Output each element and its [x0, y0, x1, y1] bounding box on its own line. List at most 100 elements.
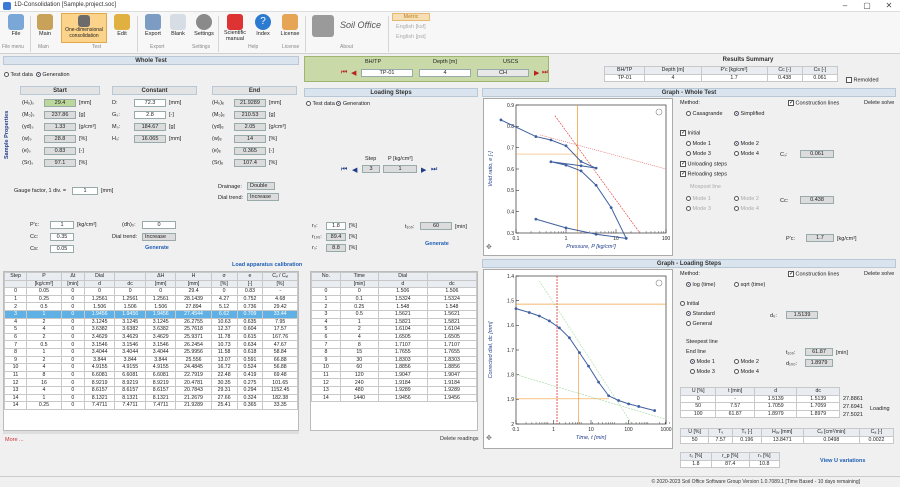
export-button[interactable]: Export [140, 13, 166, 43]
table-cell[interactable]: 1 [26, 309, 62, 319]
table-cell[interactable]: 0 [339, 287, 379, 296]
table-cell[interactable]: 12 [311, 378, 341, 387]
table-cell[interactable]: 0 [60, 294, 85, 304]
g1-mospost-mode[interactable]: Mode 4 [734, 206, 759, 212]
table-row[interactable]: 13 480 1.9289 1.9289 [311, 385, 477, 395]
graph2-plot[interactable]: 0.1 1 10 100 1000 2 1.9 1.8 1.7 1.6 1.5 1.4 Time, t … [483, 269, 682, 449]
prev-sample-icon[interactable]: ◀ [351, 70, 357, 77]
radio-icon[interactable] [686, 141, 691, 147]
table-row[interactable]: 4 1 1.5821 1.5821 [311, 317, 477, 327]
radio-icon[interactable] [686, 282, 691, 288]
table-cell[interactable]: 1.8303 [377, 355, 428, 365]
table-cell[interactable]: 12 [4, 378, 28, 387]
table-row[interactable]: 11 120 1.9047 1.9047 [311, 370, 477, 380]
remolded-check-icon[interactable] [846, 77, 852, 83]
table-cell[interactable]: 1 [339, 317, 379, 327]
table-cell[interactable]: 4 [4, 317, 28, 327]
main-button[interactable]: Main [32, 13, 58, 43]
g2-mode1[interactable]: Mode 1 [690, 359, 715, 365]
table-cell[interactable]: 1 [311, 294, 341, 304]
table-row[interactable]: 1 0.25 0 1.2561 1.2561 1.2561 28.1439 4.27 0.752… [4, 294, 298, 304]
table-row[interactable]: 12 240 1.9184 1.9184 [311, 378, 477, 387]
table-row[interactable]: 14 1440 1.9456 1.9456 [311, 393, 477, 403]
table-row[interactable]: 13 4 0 8.6157 8.6157 8.6157 20.7843 29.31 0.294 1… [4, 385, 298, 395]
table-cell[interactable]: 1.9456 [377, 393, 428, 403]
unit-metric-button[interactable]: Metric [392, 13, 430, 21]
depth-select[interactable]: 4 [419, 69, 471, 77]
checkbox-icon[interactable]: ✓ [788, 100, 795, 106]
g2-log[interactable]: log (time) [686, 282, 715, 288]
whole_test.constant-value[interactable]: 72.3 [134, 99, 166, 107]
last-sample-icon[interactable]: ⏭ [542, 69, 549, 76]
consolidation-button[interactable]: One-dimensional consolidation [61, 13, 107, 43]
radio-icon[interactable] [734, 141, 739, 147]
table-row[interactable]: 8 1 0 3.4044 3.4044 3.4044 25.9956 11.58 0.618 58… [4, 347, 298, 357]
table-cell[interactable]: 1 [26, 347, 62, 357]
settings-button[interactable]: Settings [191, 13, 217, 43]
table-cell[interactable]: 0 [60, 385, 85, 395]
radio-icon[interactable] [680, 301, 685, 307]
table-cell[interactable]: 0 [311, 287, 341, 296]
unit-english-psi[interactable]: English [psi] [396, 34, 426, 40]
first-sample-icon[interactable]: ⏮ [341, 69, 348, 76]
table-row[interactable]: 7 8 1.7107 1.7107 [311, 340, 477, 349]
table-cell[interactable]: 8 [311, 347, 341, 357]
checkbox-icon[interactable]: ✓ [680, 161, 687, 167]
table-cell[interactable]: 11 [4, 370, 28, 380]
table-row[interactable]: 3 0.5 1.5621 1.5621 [311, 309, 477, 319]
t100-select[interactable]: 60 [420, 222, 452, 230]
table-row[interactable]: 2 0.25 1.548 1.548 [311, 302, 477, 311]
g1-mode3[interactable]: Mode 3 [686, 151, 711, 157]
gauge-input[interactable]: 1 [72, 187, 98, 195]
table-cell[interactable]: 0 [60, 309, 85, 319]
table-row[interactable]: 0 0.05 0 0 0 0 29.4 0 0.83- [4, 287, 298, 296]
g1-mospost[interactable]: Mospost line [690, 184, 721, 190]
radio-icon[interactable] [686, 311, 691, 317]
g1-delete-solve[interactable]: Delete solve [864, 100, 894, 106]
g2-construction-checkbox[interactable]: ✓ Construction lines [788, 271, 839, 277]
g1-mospost-mode[interactable]: Mode 3 [686, 206, 711, 212]
table-cell[interactable]: 0 [60, 287, 85, 296]
checkbox-icon[interactable]: ✓ [680, 171, 687, 177]
unit-english-ksf[interactable]: English [ksf] [396, 24, 426, 30]
radio-icon[interactable] [690, 359, 695, 365]
license-button[interactable]: License [277, 13, 303, 43]
table-cell[interactable]: 0 [4, 287, 28, 296]
table-row[interactable]: 10 60 1.8856 1.8856 [311, 363, 477, 372]
radio-icon[interactable] [734, 206, 739, 212]
table-cell[interactable]: 7 [4, 340, 28, 349]
g1-mode4[interactable]: Mode 4 [734, 151, 759, 157]
table-cell[interactable]: 9 [4, 355, 28, 365]
g1-mospost-mode[interactable]: Mode 1 [686, 196, 711, 202]
table-cell[interactable]: 0.25 [26, 401, 62, 410]
table-cell[interactable]: 0 [60, 363, 85, 372]
table-cell[interactable]: 6 [4, 332, 28, 342]
table-cell[interactable]: 1.6104 [377, 325, 428, 334]
table-cell[interactable]: 0 [60, 340, 85, 349]
table-cell[interactable]: 2 [4, 302, 28, 311]
g1-simplified[interactable]: Simplified [734, 111, 764, 117]
table-cell[interactable]: 1.5821 [377, 317, 428, 327]
g2-mode2[interactable]: Mode 2 [734, 359, 759, 365]
dial-trend-select[interactable]: Increase [247, 193, 279, 201]
last-step-icon[interactable]: ⏭ [431, 166, 438, 173]
table-cell[interactable]: 13 [4, 385, 28, 395]
close-icon[interactable]: ✕ [885, 1, 893, 10]
table-row[interactable]: 14 1 0 8.1321 8.1321 8.1321 21.2679 27.66 0.324 1… [4, 393, 298, 403]
edit-button[interactable]: Edit [110, 13, 134, 43]
table-row[interactable]: 2 0.5 0 1.506 1.506 1.506 27.894 5.12 0.736 29.42 [4, 302, 298, 311]
g1-construction-checkbox[interactable]: ✓ Construction lines [788, 100, 839, 106]
radio-icon[interactable] [686, 111, 691, 117]
g1-reloading[interactable]: ✓ Reloading steps [680, 171, 727, 177]
table-row[interactable]: 12 16 0 8.9219 8.9219 8.9219 20.4781 30.35 0.275… [4, 378, 298, 387]
graph1-plot[interactable]: 0.1 1 10 100 0.3 0.4 0.5 0.6 0.7 0.8 0.9 Pressure, … [483, 98, 673, 256]
loading-gen-value[interactable]: 1.8 [326, 222, 346, 230]
table-row[interactable]: 10 4 0 4.9155 4.9155 4.9155 24.4845 16.72 0.524 5… [4, 363, 298, 372]
table-cell[interactable]: 60 [339, 363, 379, 372]
table-cell[interactable]: 1440 [339, 393, 379, 403]
table-cell[interactable]: 0.05 [26, 287, 62, 296]
table-cell[interactable]: 240 [339, 378, 379, 387]
table-cell[interactable]: 480 [339, 385, 379, 395]
table-cell[interactable]: 8 [339, 340, 379, 349]
bh-select[interactable]: TP-01 [361, 69, 413, 77]
